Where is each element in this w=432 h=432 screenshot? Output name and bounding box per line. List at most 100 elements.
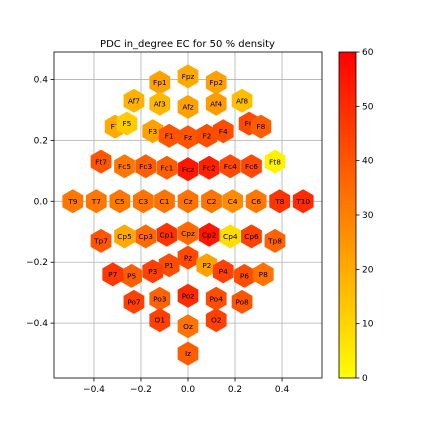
hex-marker (90, 228, 112, 253)
x-tick-label: −0.4 (83, 385, 105, 395)
electrode-label: Ft8 (269, 157, 281, 166)
hex-marker (132, 189, 154, 214)
electrode-label: C4 (228, 197, 238, 206)
hex-marker (241, 154, 262, 179)
electrode-label: F5 (122, 119, 131, 128)
hex-marker (135, 224, 157, 249)
electrode-label: Cz (183, 197, 192, 206)
electrode-label: Fcz (182, 165, 194, 174)
hex-marker (252, 262, 274, 287)
y-tick-label: 0.4 (34, 75, 49, 85)
hex-marker (149, 91, 171, 116)
colorbar-tick-label: 40 (362, 157, 374, 167)
hex-marker (196, 253, 218, 278)
hex-marker (158, 123, 180, 148)
y-tick-label: 0.0 (34, 197, 49, 207)
electrode-label: F2 (202, 131, 211, 140)
electrode-label: O1 (155, 316, 166, 325)
hex-marker (114, 224, 135, 249)
x-tick-label: 0.4 (275, 385, 290, 395)
hex-marker (241, 224, 262, 249)
electrode-label: Fc1 (160, 163, 173, 172)
hex-marker (177, 94, 199, 119)
colorbar-tick-label: 10 (362, 320, 374, 330)
electrode-label: P2 (202, 261, 211, 270)
y-tick-label: −0.2 (26, 258, 48, 268)
hex-marker (177, 283, 199, 308)
electrode-label: Af3 (154, 99, 166, 108)
electrode-label: Fz (184, 133, 192, 142)
electrode-label: P8 (259, 270, 268, 279)
electrode-label: F3 (148, 127, 157, 136)
hex-marker (177, 125, 199, 150)
hex-marker (177, 157, 199, 182)
hex-marker (149, 70, 171, 95)
hex-marker (198, 222, 220, 247)
electrode-label: Fp1 (153, 78, 167, 87)
hex-marker (196, 123, 218, 148)
hex-marker (222, 189, 244, 214)
electrode-label: T10 (295, 197, 310, 206)
electrode-label: Cpz (181, 229, 195, 238)
electrode-label: Fc3 (139, 162, 152, 171)
electrode-label: Afz (182, 102, 193, 111)
electrode-label: F8 (256, 122, 265, 131)
hex-marker (231, 88, 253, 113)
electrode-label: T8 (274, 197, 285, 206)
electrode-label: Cp3 (138, 232, 153, 241)
electrode-label: C3 (138, 197, 148, 206)
colorbar (338, 51, 357, 379)
hex-marker (177, 314, 199, 339)
electrode-label: Po8 (235, 297, 249, 306)
hex-marker (123, 289, 145, 314)
electrode-label: Cp1 (160, 230, 175, 239)
electrode-label: C1 (160, 197, 170, 206)
hex-marker (156, 222, 178, 247)
electrode-label: C6 (251, 197, 261, 206)
hex-marker (177, 221, 199, 246)
electrode-label: Fc6 (245, 162, 258, 171)
electrode-label: F6 (245, 119, 254, 128)
electrode-label: Pz (184, 253, 192, 262)
hex-marker (212, 259, 234, 284)
hex-marker (177, 64, 199, 89)
colorbar-tick-label: 50 (362, 102, 374, 112)
x-tick-label: 0.2 (228, 385, 242, 395)
electrode-label: Po4 (209, 294, 223, 303)
hex-marker (121, 263, 142, 288)
hex-marker (85, 189, 107, 214)
hex-marker (135, 154, 157, 179)
hex-marker (205, 70, 227, 95)
electrode-label: Poz (182, 291, 195, 300)
hex-marker (250, 114, 272, 139)
x-axis: −0.4 −0.2 0.0 0.2 0.4 (83, 378, 289, 395)
hex-marker (205, 91, 227, 116)
electrode-label: Po7 (127, 297, 141, 306)
electrode-label: Fp2 (209, 78, 223, 87)
data-points: Fpz Fp1 Fp2 Af7 Af8 Af3 Afz Af4 F7 F5 F3 F1 Fz F2 F4 F6… (62, 64, 314, 366)
hex-marker (264, 149, 286, 174)
hex-marker (292, 189, 314, 214)
hex-marker (123, 88, 145, 113)
electrode-label: Af7 (128, 96, 140, 105)
hex-marker (269, 189, 291, 214)
hex-marker (264, 228, 286, 253)
hex-marker (231, 289, 253, 314)
colorbar-axis: 0 10 20 30 40 50 60 (356, 48, 374, 384)
electrode-label: F7 (111, 122, 120, 131)
electrode-label: Af8 (236, 96, 248, 105)
electrode-label: Cp6 (244, 232, 259, 241)
colorbar-tick-label: 60 (362, 48, 374, 58)
hex-marker (219, 224, 241, 249)
hex-marker (154, 189, 175, 214)
electrode-label: Af4 (210, 99, 222, 108)
hex-marker (142, 119, 164, 144)
hex-marker (116, 111, 138, 136)
x-tick-label: −0.2 (130, 385, 152, 395)
electrode-label: Oz (183, 322, 193, 331)
colorbar-tick-label: 0 (362, 374, 368, 384)
electrode-label: Iz (185, 349, 191, 358)
hex-marker (142, 259, 164, 284)
electrode-label: P5 (127, 272, 136, 281)
hex-marker (201, 189, 222, 214)
